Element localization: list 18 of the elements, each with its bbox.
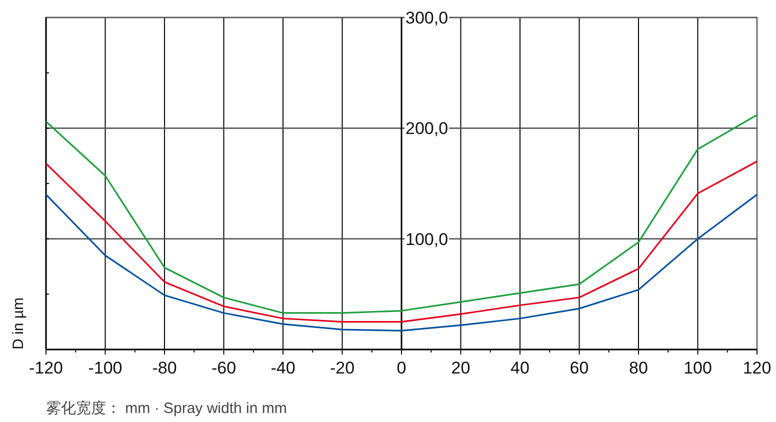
x-tick-label: -60 bbox=[211, 358, 236, 378]
x-axis-title: 雾化宽度： mm · Spray width in mm bbox=[46, 400, 287, 417]
x-tick-label: 40 bbox=[510, 358, 530, 378]
y-tick-label: 100,0 bbox=[406, 230, 448, 249]
y-axis-title: D in µm bbox=[10, 298, 27, 350]
x-tick-label: 60 bbox=[570, 358, 589, 378]
y-tick-label: 200,0 bbox=[406, 119, 448, 138]
x-tick-label: -100 bbox=[88, 358, 122, 378]
x-tick-label: 80 bbox=[629, 358, 648, 378]
x-tick-label: 120 bbox=[742, 358, 772, 378]
x-tick-label: 0 bbox=[396, 358, 406, 378]
x-tick-label: 100 bbox=[684, 358, 712, 378]
x-tick-label: -120 bbox=[28, 358, 64, 378]
x-tick-label: -20 bbox=[330, 358, 355, 378]
x-tick-label: -40 bbox=[270, 358, 296, 378]
x-tick-label: -80 bbox=[152, 358, 177, 378]
x-tick-label: 20 bbox=[451, 358, 470, 378]
y-tick-label: 300,0 bbox=[406, 8, 448, 28]
